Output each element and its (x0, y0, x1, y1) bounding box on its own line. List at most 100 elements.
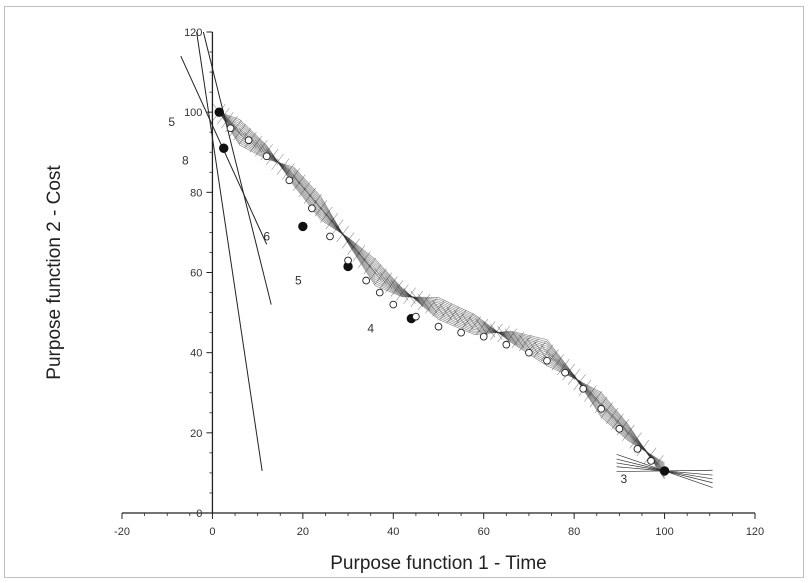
open-point (502, 340, 511, 349)
open-point (647, 457, 655, 465)
y-tick-label: 80 (190, 187, 202, 199)
hatch-line (368, 264, 382, 281)
hatch-line (374, 268, 387, 285)
hatch-line (636, 439, 650, 457)
filled-point (214, 107, 224, 117)
hatch-line (260, 144, 273, 161)
hatch-line (265, 148, 279, 166)
hatch-line (249, 136, 263, 153)
hatch-line (533, 341, 547, 358)
x-tick-label: 20 (297, 526, 309, 538)
open-point (597, 404, 606, 413)
hatch-line (221, 112, 234, 129)
hatch-line (276, 158, 290, 175)
open-point (285, 176, 294, 185)
hatch-line (425, 297, 438, 314)
x-tick-label: 60 (478, 526, 490, 538)
hatch-line (611, 413, 624, 430)
hatch-line (233, 124, 246, 141)
tangent-line (202, 31, 272, 305)
hatch-line (439, 303, 452, 320)
hatch-line (589, 390, 603, 408)
hatch-line (551, 354, 565, 371)
x-tick-label: 100 (655, 526, 673, 538)
hatch-line (622, 424, 635, 442)
point-annotation: 4 (367, 322, 374, 336)
filled-point (219, 143, 229, 153)
point-annotation: 3 (621, 472, 628, 486)
x-axis-title: Purpose function 1 - Time (330, 553, 547, 574)
filled-point (659, 466, 670, 476)
hatch-line (403, 287, 416, 304)
hatch-line (379, 272, 393, 289)
open-point (543, 356, 551, 365)
open-point (244, 136, 253, 145)
open-point (434, 322, 443, 331)
hatch-line (461, 313, 474, 330)
hatch-line (417, 293, 431, 311)
hatch-line (490, 323, 503, 341)
hatch-line (540, 344, 554, 361)
hatch-line (292, 174, 306, 191)
filled-point (298, 221, 308, 232)
hatch-line (330, 219, 344, 236)
open-point (308, 204, 316, 213)
y-axis-ticks: 0 20 40 60 80 100 120 (184, 27, 213, 520)
y-axis-title: Purpose function 2 - Cost (44, 165, 65, 380)
open-point (633, 445, 642, 453)
hatch-line (358, 251, 371, 268)
hatch-line (238, 128, 252, 145)
open-point (412, 312, 420, 321)
hatch-line (385, 276, 398, 293)
hatch-line (600, 402, 613, 419)
hatch-line (396, 284, 409, 301)
hatch-line (511, 331, 525, 349)
open-point (226, 124, 235, 133)
x-tick-label: -20 (114, 526, 130, 538)
y-tick-label: 100 (184, 107, 202, 119)
hatch-line (320, 206, 333, 223)
open-point (262, 152, 271, 161)
hatch-line (651, 455, 664, 472)
open-point (375, 288, 384, 297)
x-tick-label: 0 (209, 526, 215, 538)
hatch-line (229, 120, 242, 137)
hatch-line (453, 310, 467, 327)
y-tick-label: 120 (184, 27, 202, 39)
point-annotation: 8 (182, 153, 189, 167)
hatch-line (629, 432, 642, 449)
y-tick-label: 60 (190, 268, 202, 280)
open-point (479, 332, 488, 341)
y-tick-label: 40 (190, 348, 202, 360)
y-tick-label: 20 (190, 428, 202, 440)
open-point (326, 232, 334, 241)
hatch-line (341, 232, 355, 249)
hatch-line (298, 180, 311, 198)
hatch-line (271, 153, 284, 171)
hatch-line (497, 326, 510, 343)
point-annotation: 5 (168, 115, 175, 129)
hatch-line (325, 213, 339, 230)
open-point (457, 328, 465, 337)
hatch-line (217, 107, 230, 125)
open-point (615, 424, 624, 433)
open-point (525, 348, 533, 357)
point-annotation: 5 (295, 274, 302, 288)
hatch-line (282, 163, 295, 180)
point-annotation: 6 (263, 229, 270, 243)
hatch-line (410, 290, 424, 308)
hatch-line (446, 306, 460, 324)
open-point (561, 368, 569, 377)
hatch-line (475, 318, 489, 336)
hatch-line (255, 140, 268, 157)
data-points (214, 107, 670, 476)
tangent-lines (180, 31, 272, 471)
open-point (389, 300, 398, 309)
hatch-line (390, 280, 404, 297)
hatch-line (336, 225, 349, 243)
hatch-line (303, 187, 317, 204)
annotations: 5 8 6 5 4 3 (168, 115, 627, 486)
hatch-line (352, 245, 366, 262)
x-tick-label: 120 (746, 526, 764, 538)
